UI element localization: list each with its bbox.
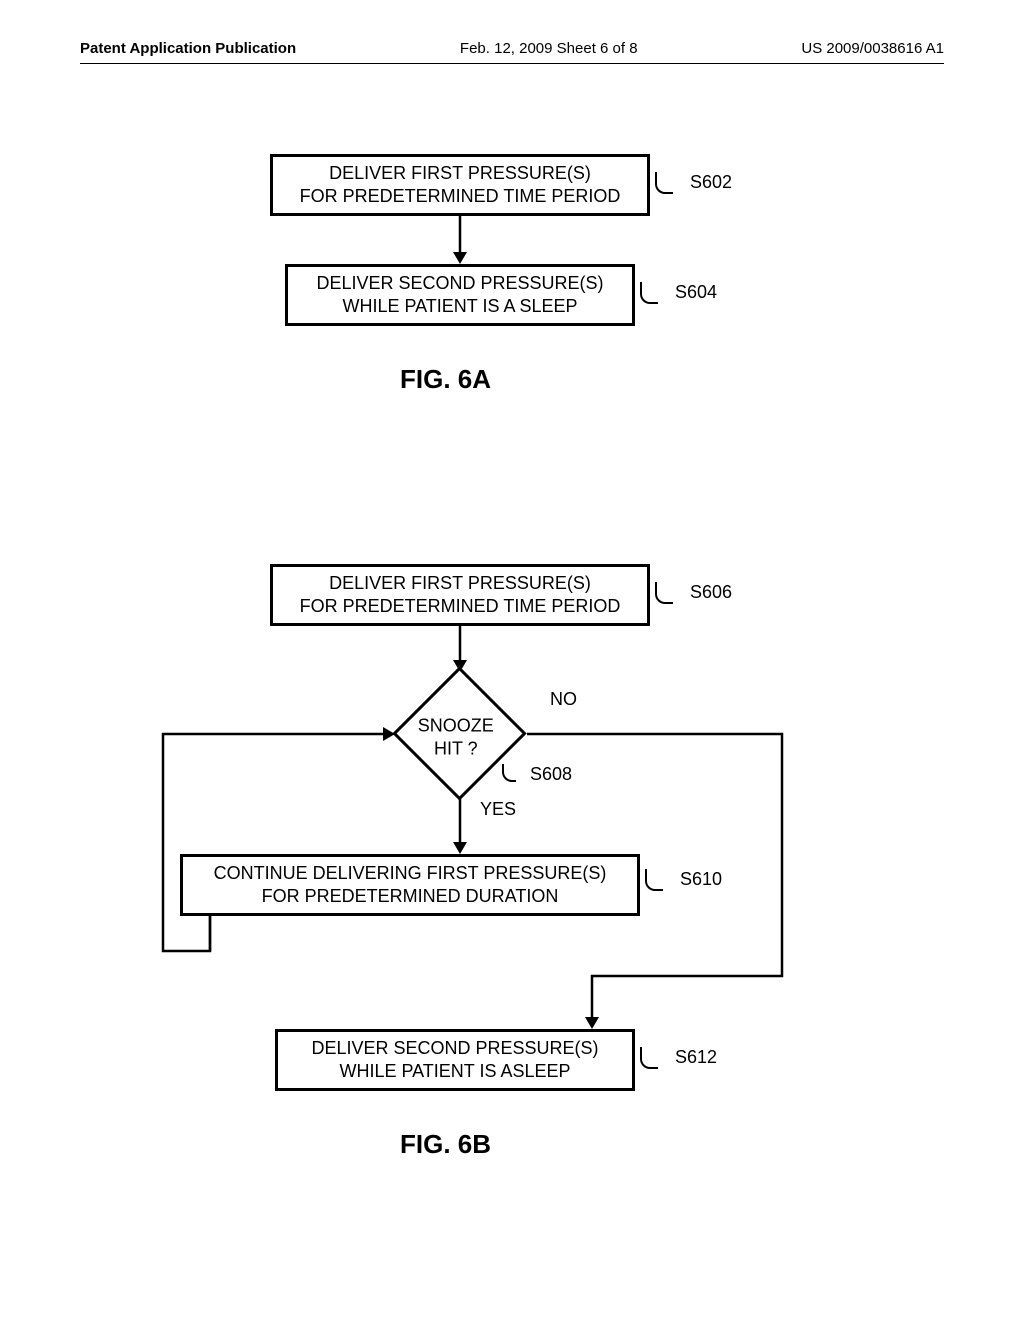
diagram-area: DELIVER FIRST PRESSURE(S) FOR PREDETERMI… [80, 64, 944, 1244]
fig6a-step-s602: DELIVER FIRST PRESSURE(S) FOR PREDETERMI… [270, 154, 650, 216]
arrow-s606-to-s608 [457, 626, 463, 672]
label-hook [640, 1047, 658, 1069]
step-label-s610: S610 [680, 869, 722, 890]
box-text-line: FOR PREDETERMINED TIME PERIOD [283, 595, 637, 618]
diamond-line: HIT ? [434, 738, 478, 758]
label-hook [502, 764, 516, 782]
patent-page: Patent Application Publication Feb. 12, … [80, 40, 944, 1280]
label-hook [645, 869, 663, 891]
header-date-sheet: Feb. 12, 2009 Sheet 6 of 8 [460, 40, 638, 57]
box-text-line: DELIVER SECOND PRESSURE(S) [298, 272, 622, 295]
step-label-s602: S602 [690, 172, 732, 193]
header-publication: Patent Application Publication [80, 40, 296, 57]
caption-fig6a: FIG. 6A [400, 364, 491, 395]
box-text-line: DELIVER FIRST PRESSURE(S) [283, 572, 637, 595]
box-text-line: WHILE PATIENT IS ASLEEP [288, 1060, 622, 1083]
fig6b-step-s606: DELIVER FIRST PRESSURE(S) FOR PREDETERMI… [270, 564, 650, 626]
caption-fig6b: FIG. 6B [400, 1129, 491, 1160]
header-patent-number: US 2009/0038616 A1 [801, 40, 944, 57]
fig6b-step-s612: DELIVER SECOND PRESSURE(S) WHILE PATIENT… [275, 1029, 635, 1091]
fig6a-step-s604: DELIVER SECOND PRESSURE(S) WHILE PATIENT… [285, 264, 635, 326]
step-label-s612: S612 [675, 1047, 717, 1068]
edge-label-yes: YES [480, 799, 516, 820]
arrow-s610-loop-to-s608 [160, 731, 420, 956]
label-hook [655, 582, 673, 604]
diamond-line: SNOOZE [418, 715, 494, 735]
label-hook [655, 172, 673, 194]
arrow-s610-down-stub [207, 916, 213, 954]
box-text-line: FOR PREDETERMINED TIME PERIOD [283, 185, 637, 208]
page-header: Patent Application Publication Feb. 12, … [80, 40, 944, 64]
step-label-s606: S606 [690, 582, 732, 603]
step-label-s604: S604 [675, 282, 717, 303]
box-text-line: DELIVER FIRST PRESSURE(S) [283, 162, 637, 185]
arrow-s602-to-s604 [457, 216, 463, 264]
box-text-line: WHILE PATIENT IS A SLEEP [298, 295, 622, 318]
label-hook [640, 282, 658, 304]
edge-label-no: NO [550, 689, 577, 710]
box-text-line: DELIVER SECOND PRESSURE(S) [288, 1037, 622, 1060]
arrow-s608-yes-to-s610 [457, 799, 463, 854]
